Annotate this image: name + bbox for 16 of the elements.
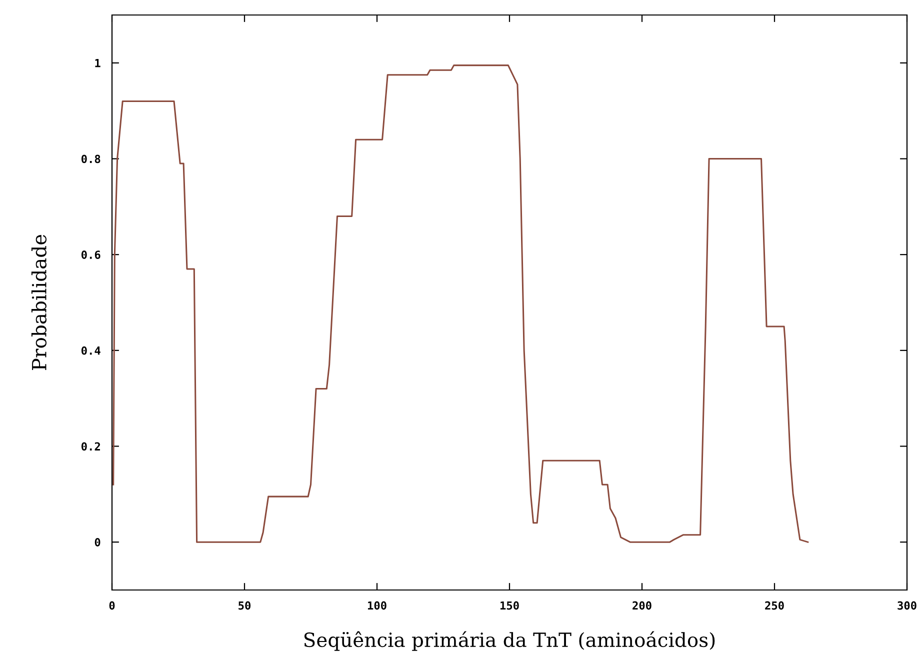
y-tick-label: 0.4 (81, 346, 100, 355)
y-tick-label: 1 (95, 59, 100, 68)
x-tick-label: 200 (632, 601, 652, 610)
x-tick-label: 150 (500, 601, 519, 610)
x-tick-label: 0 (109, 601, 115, 610)
x-tick-label: 100 (368, 601, 386, 610)
y-axis-title: Probabilidade (31, 234, 46, 370)
y-tick-label: 0 (94, 538, 100, 546)
line-series (112, 64, 809, 543)
y-tick-label: 0.2 (81, 442, 100, 451)
x-tick-label: 50 (238, 601, 251, 610)
x-axis-title: Seqüência primária da TnT (aminoácidos) (304, 631, 715, 651)
y-tick-label: 0.6 (81, 250, 100, 259)
x-tick-label: 300 (898, 601, 916, 610)
y-tick-label: 0.8 (81, 154, 100, 164)
x-tick-label: 250 (765, 601, 784, 610)
